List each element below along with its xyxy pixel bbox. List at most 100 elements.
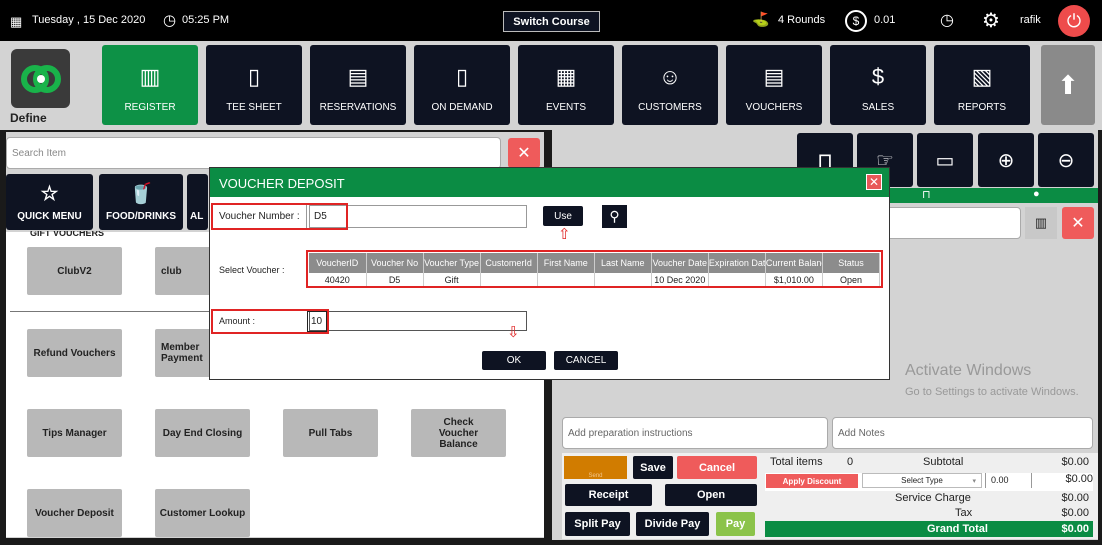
golf-icon: ⛳ bbox=[752, 11, 770, 27]
food-drinks-icon: 🥤 bbox=[128, 183, 154, 205]
column-header[interactable]: Voucher Type bbox=[423, 253, 481, 273]
history-clock-icon[interactable]: ◷ bbox=[940, 12, 954, 29]
arrow-up-icon[interactable]: ⬆ bbox=[1041, 45, 1095, 125]
grand-total-bar bbox=[765, 521, 1093, 537]
pay-button[interactable]: Pay bbox=[716, 512, 755, 536]
column-header[interactable]: Expiration Date bbox=[708, 253, 766, 273]
select-type-value: Select Type bbox=[901, 476, 943, 485]
split-pay-button[interactable]: Split Pay bbox=[565, 512, 630, 536]
category-label: QUICK MENU bbox=[17, 211, 82, 222]
table-icon[interactable]: ⊓ bbox=[922, 189, 931, 201]
receipt-button[interactable]: Receipt bbox=[565, 484, 652, 506]
nav-tee-sheet[interactable]: ▯ TEE SHEET bbox=[206, 45, 302, 125]
tile-voucher-deposit[interactable]: Voucher Deposit bbox=[27, 489, 122, 537]
save-button[interactable]: Save bbox=[633, 456, 673, 479]
nav-events[interactable]: ▦ EVENTS bbox=[518, 45, 614, 125]
cancel-dialog-button[interactable]: CANCEL bbox=[554, 351, 618, 370]
nav-reservations[interactable]: ▤ RESERVATIONS bbox=[310, 45, 406, 125]
category-quick-menu[interactable]: ☆ QUICK MENU bbox=[6, 174, 93, 230]
ok-button[interactable]: OK bbox=[482, 351, 546, 370]
clear-search-button[interactable]: ✕ bbox=[508, 138, 540, 168]
nav-label: TEE SHEET bbox=[226, 102, 282, 113]
subtotal-value: $0.00 bbox=[1061, 456, 1089, 468]
barcode-icon[interactable]: ▥ bbox=[1025, 207, 1057, 239]
column-header[interactable]: CustomerId bbox=[480, 253, 538, 273]
voucher-cell: 10 Dec 2020 bbox=[651, 273, 709, 286]
search-icon[interactable]: ⚲ bbox=[602, 205, 627, 228]
nav-label: SALES bbox=[861, 102, 895, 113]
chevron-down-icon: ▾ bbox=[972, 477, 976, 485]
cancel-button[interactable]: Cancel bbox=[677, 456, 757, 479]
tile-pull-tabs[interactable]: Pull Tabs bbox=[283, 409, 378, 457]
tile-clubv2[interactable]: ClubV2 bbox=[27, 247, 122, 295]
nav-label: REGISTER bbox=[124, 102, 176, 113]
notes-input[interactable]: Add Notes bbox=[832, 417, 1093, 449]
discount-amount: $0.00 bbox=[1065, 473, 1093, 485]
category-label: FOOD/DRINKS bbox=[106, 211, 176, 222]
amount-input[interactable]: 10 bbox=[307, 311, 327, 332]
voucher-grid: VoucherID Voucher No Voucher Type CustomerI… bbox=[306, 250, 883, 288]
logo-icon bbox=[20, 64, 61, 93]
nav-on-demand[interactable]: ▯ ON DEMAND bbox=[414, 45, 510, 125]
clear-customer-button[interactable]: ✕ bbox=[1062, 207, 1094, 239]
power-icon[interactable]: ⏻ bbox=[1058, 5, 1090, 37]
nav-reports[interactable]: ▧ REPORTS bbox=[934, 45, 1030, 125]
column-header[interactable]: Current Balance bbox=[765, 253, 823, 273]
switch-course-button[interactable]: Switch Course bbox=[503, 11, 600, 32]
nav-sales[interactable]: $ SALES bbox=[830, 45, 926, 125]
voucher-cell: $1,010.00 bbox=[765, 273, 823, 286]
divide-pay-button[interactable]: Divide Pay bbox=[636, 512, 709, 536]
tile-customer-lookup[interactable]: Customer Lookup bbox=[155, 489, 250, 537]
voucher-number-input[interactable]: D5 bbox=[306, 205, 346, 228]
column-header[interactable]: VoucherID bbox=[309, 253, 367, 273]
voucher-number-input-field[interactable] bbox=[309, 205, 527, 228]
amount-label: Amount : bbox=[219, 316, 256, 326]
category-food-drinks[interactable]: 🥤 FOOD/DRINKS bbox=[99, 174, 183, 230]
tile-refund-vouchers[interactable]: Refund Vouchers bbox=[27, 329, 122, 377]
tee-sheet-icon: ▯ bbox=[247, 64, 261, 89]
voucher-deposit-dialog: VOUCHER DEPOSIT ✕ Voucher Number : D5 Us… bbox=[209, 167, 890, 380]
user-icon[interactable]: ● bbox=[1033, 188, 1040, 200]
search-item-input[interactable]: Search Item bbox=[6, 137, 501, 169]
tax-label: Tax bbox=[955, 507, 973, 519]
nav-customers[interactable]: ☺ CUSTOMERS bbox=[622, 45, 718, 125]
activate-windows-watermark: Activate Windows bbox=[905, 362, 1032, 379]
tile-check-voucher-balance[interactable]: Check Voucher Balance bbox=[411, 409, 506, 457]
send-button[interactable]: Send bbox=[564, 456, 627, 479]
card-payment-icon[interactable]: ▭ bbox=[917, 133, 973, 187]
phone-icon: ▯ bbox=[455, 64, 469, 89]
column-header[interactable]: Status bbox=[822, 253, 881, 273]
use-button[interactable]: Use bbox=[543, 206, 583, 226]
column-header[interactable]: Voucher Date bbox=[651, 253, 709, 273]
amount-input-field[interactable] bbox=[309, 311, 527, 331]
dollar-icon: $ bbox=[845, 10, 867, 32]
category-all[interactable]: AL bbox=[187, 174, 208, 230]
apply-discount-button[interactable]: Apply Discount bbox=[766, 474, 858, 488]
calendar-icon: ▦ bbox=[10, 14, 23, 29]
tile-day-end-closing[interactable]: Day End Closing bbox=[155, 409, 250, 457]
plus-icon[interactable]: ⊕ bbox=[978, 133, 1034, 187]
voucher-cell: Open bbox=[822, 273, 881, 286]
arrow-up-annotation-icon: ⇧ bbox=[558, 226, 571, 243]
column-header[interactable]: Voucher No bbox=[366, 253, 424, 273]
time: 05:25 PM bbox=[182, 14, 230, 26]
dialog-title: VOUCHER DEPOSIT bbox=[210, 168, 889, 197]
minus-icon[interactable]: ⊖ bbox=[1038, 133, 1094, 187]
gear-icon[interactable]: ⚙ bbox=[982, 10, 1000, 32]
star-icon: ☆ bbox=[40, 183, 59, 205]
nav-vouchers[interactable]: ▤ VOUCHERS bbox=[726, 45, 822, 125]
close-icon[interactable]: ✕ bbox=[866, 174, 882, 190]
column-header[interactable]: First Name bbox=[537, 253, 595, 273]
logo[interactable] bbox=[11, 49, 70, 108]
users-icon: ☺ bbox=[658, 64, 682, 89]
preparation-instructions-input[interactable]: Add preparation instructions bbox=[562, 417, 828, 449]
user-name: rafik bbox=[1020, 14, 1041, 26]
discount-type-select[interactable]: Select Type ▾ bbox=[862, 473, 982, 488]
tile-tips-manager[interactable]: Tips Manager bbox=[27, 409, 122, 457]
column-header[interactable]: Last Name bbox=[594, 253, 652, 273]
voucher-cell bbox=[480, 273, 538, 286]
discount-value-input[interactable]: 0.00 bbox=[985, 473, 1032, 488]
nav-register[interactable]: ▥ REGISTER bbox=[102, 45, 198, 125]
open-button[interactable]: Open bbox=[665, 484, 757, 506]
voucher-row[interactable]: 40420 D5 Gift 10 Dec 2020 $1,010.00 Open bbox=[309, 273, 881, 286]
